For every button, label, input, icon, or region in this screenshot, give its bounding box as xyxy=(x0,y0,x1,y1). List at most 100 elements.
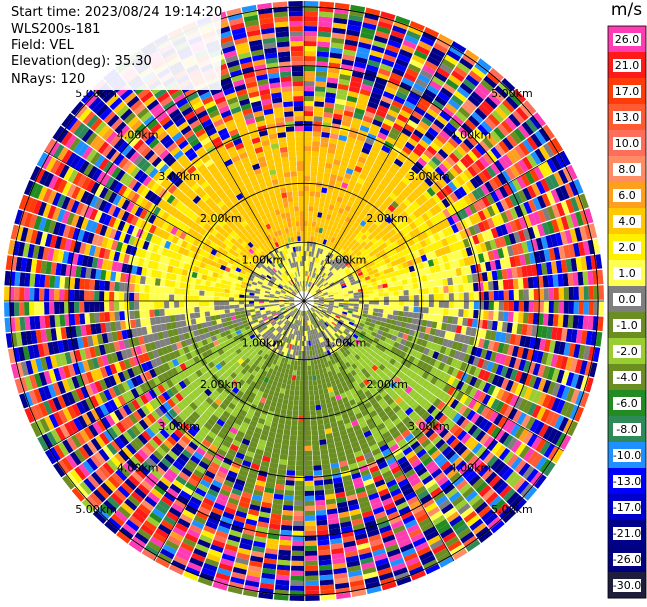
velocity-gate xyxy=(283,499,294,506)
velocity-gate xyxy=(470,412,481,424)
velocity-gate xyxy=(336,313,342,318)
velocity-gate xyxy=(393,296,399,301)
velocity-gate xyxy=(331,243,337,249)
velocity-gate xyxy=(413,49,428,60)
velocity-gate xyxy=(408,203,417,213)
velocity-gate xyxy=(437,315,444,323)
velocity-gate xyxy=(424,237,432,246)
velocity-gate xyxy=(296,445,304,451)
velocity-gate xyxy=(471,66,486,79)
velocity-gate xyxy=(448,348,457,358)
velocity-gate xyxy=(333,256,339,263)
velocity-gate xyxy=(447,181,458,192)
velocity-gate xyxy=(304,510,316,516)
velocity-gate xyxy=(433,286,439,294)
velocity-gate xyxy=(393,217,401,226)
velocity-gate xyxy=(310,410,317,416)
velocity-gate xyxy=(337,267,343,273)
velocity-gate xyxy=(583,301,589,315)
velocity-gate xyxy=(518,428,530,442)
velocity-gate xyxy=(304,360,308,366)
velocity-gate xyxy=(523,289,529,301)
velocity-gate xyxy=(330,314,336,319)
velocity-gate xyxy=(528,301,534,313)
velocity-gate xyxy=(446,386,456,396)
velocity-gate xyxy=(292,530,304,536)
velocity-gate xyxy=(437,362,446,371)
velocity-gate xyxy=(362,287,369,292)
velocity-gate xyxy=(518,142,530,156)
velocity-gate xyxy=(433,232,441,242)
velocity-gate xyxy=(337,191,345,199)
velocity-gate xyxy=(373,304,379,309)
velocity-gate xyxy=(318,301,324,304)
velocity-gate xyxy=(290,570,304,576)
velocity-gate xyxy=(579,225,588,241)
velocity-gate xyxy=(439,345,447,355)
velocity-gate xyxy=(477,58,492,71)
velocity-gate xyxy=(306,281,309,287)
velocity-gate xyxy=(343,110,354,118)
velocity-gate xyxy=(442,373,452,383)
velocity-gate xyxy=(327,307,333,311)
velocity-gate xyxy=(371,45,385,54)
velocity-gate xyxy=(440,187,450,198)
velocity-gate xyxy=(574,227,583,242)
velocity-gate xyxy=(314,86,326,93)
velocity-gate xyxy=(307,286,311,292)
velocity-gate xyxy=(480,79,494,93)
velocity-gate xyxy=(311,251,315,257)
velocity-gate xyxy=(471,111,484,124)
velocity-gate xyxy=(477,104,491,117)
velocity-gate xyxy=(333,295,339,298)
velocity-gate xyxy=(555,153,567,169)
velocity-gate xyxy=(398,180,408,190)
velocity-gate xyxy=(360,330,367,336)
velocity-gate xyxy=(350,336,357,342)
velocity-gate xyxy=(514,383,524,396)
velocity-gate xyxy=(339,248,345,255)
velocity-gate xyxy=(365,176,374,184)
velocity-gate xyxy=(388,301,394,306)
velocity-gate xyxy=(533,166,545,180)
velocity-gate xyxy=(430,183,440,194)
velocity-gate xyxy=(508,194,519,207)
velocity-gate xyxy=(314,91,326,98)
velocity-gate xyxy=(336,144,345,152)
velocity-gate xyxy=(319,222,325,229)
velocity-gate xyxy=(480,183,490,196)
velocity-gate xyxy=(351,148,361,157)
velocity-gate xyxy=(382,199,391,208)
velocity-gate xyxy=(533,112,546,127)
velocity-gate xyxy=(406,155,417,165)
velocity-gate xyxy=(545,410,556,425)
velocity-gate xyxy=(338,306,344,310)
velocity-gate xyxy=(456,342,464,352)
velocity-gate xyxy=(407,63,422,74)
velocity-gate xyxy=(305,281,308,287)
velocity-gate xyxy=(307,276,310,282)
velocity-gate xyxy=(459,171,470,183)
velocity-gate xyxy=(347,248,354,255)
velocity-gate xyxy=(311,246,316,253)
velocity-gate xyxy=(540,351,549,365)
velocity-gate xyxy=(427,314,434,321)
velocity-gate xyxy=(308,276,311,282)
velocity-gate xyxy=(337,308,344,312)
velocity-gate xyxy=(382,90,395,100)
velocity-gate xyxy=(433,223,442,233)
velocity-gate xyxy=(372,311,379,317)
velocity-gate xyxy=(337,321,343,326)
velocity-gate xyxy=(350,245,357,252)
velocity-gate xyxy=(546,206,556,220)
velocity-gate xyxy=(555,399,566,414)
velocity-gate xyxy=(347,310,353,314)
velocity-gate xyxy=(451,251,459,261)
velocity-gate xyxy=(390,276,397,282)
velocity-gate xyxy=(316,247,321,254)
velocity-gate xyxy=(364,230,371,238)
velocity-gate xyxy=(449,192,459,203)
velocity-gate xyxy=(484,96,498,110)
velocity-gate xyxy=(369,150,379,159)
velocity-gate xyxy=(409,20,425,32)
